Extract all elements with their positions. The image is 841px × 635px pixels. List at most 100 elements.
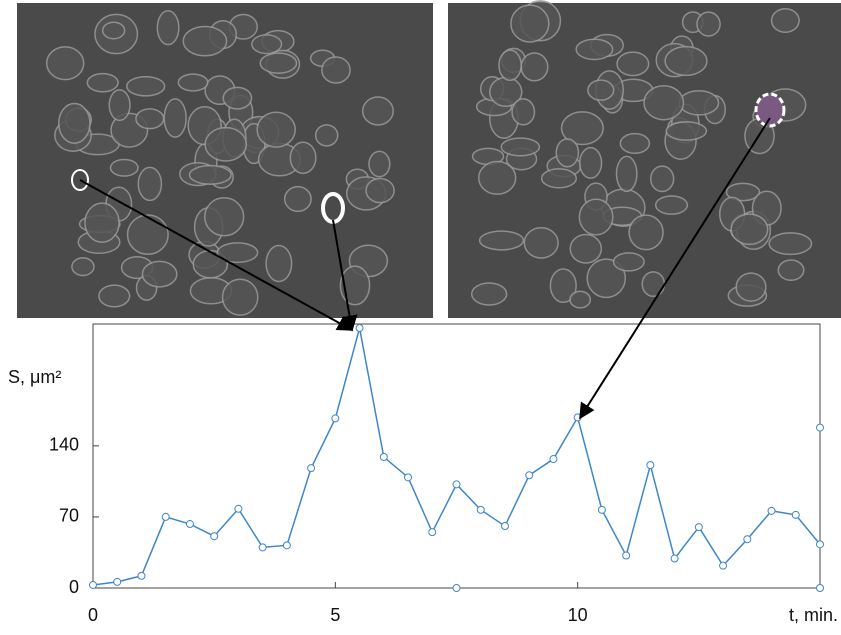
cell — [204, 126, 248, 162]
data-point — [355, 324, 364, 333]
extra-point — [816, 423, 824, 432]
cell — [477, 160, 517, 195]
data-line — [92, 327, 821, 586]
cell — [71, 257, 95, 277]
plot-frame — [92, 323, 821, 589]
y-tick-label: 70 — [59, 506, 79, 526]
cell — [216, 242, 259, 264]
cell — [641, 271, 666, 298]
data-point — [89, 580, 97, 589]
data-point — [694, 523, 703, 532]
cell — [222, 86, 253, 110]
cell — [696, 11, 721, 37]
cell — [569, 233, 603, 264]
data-point — [791, 510, 800, 519]
data-point — [500, 522, 509, 531]
cell — [84, 202, 120, 244]
cell — [664, 45, 708, 77]
cell-marker — [754, 92, 786, 128]
data-point — [210, 532, 219, 541]
data-point — [282, 541, 291, 550]
cells — [45, 0, 813, 316]
cell — [735, 272, 767, 302]
cell — [141, 260, 178, 288]
cell — [654, 195, 689, 215]
data-point — [185, 520, 194, 529]
cell — [665, 121, 708, 141]
cell — [578, 146, 603, 179]
cell — [108, 89, 131, 122]
arrow — [579, 117, 771, 420]
cell — [615, 155, 638, 193]
y-tick-label: 140 — [49, 435, 79, 455]
cell — [649, 165, 675, 193]
data-point — [767, 506, 776, 515]
cell — [126, 214, 169, 256]
x-axis-label: t, min. — [789, 605, 838, 625]
cell — [770, 7, 800, 34]
cell — [587, 79, 615, 101]
cell — [58, 102, 91, 144]
cell — [188, 164, 232, 185]
cell-marker — [71, 169, 89, 191]
cell — [498, 49, 522, 82]
cell — [98, 284, 131, 308]
cell — [569, 290, 592, 309]
cell — [86, 72, 119, 93]
cell — [619, 132, 651, 154]
cell — [478, 230, 525, 251]
data-point — [597, 505, 606, 514]
cell — [578, 198, 614, 236]
data-point — [525, 471, 534, 480]
cell — [109, 158, 139, 177]
cell — [259, 52, 298, 74]
cell — [135, 108, 165, 130]
data-point — [428, 528, 437, 537]
plot-area: 0 70 140 0 5 10 S, μm² t, min. — [8, 323, 838, 625]
cell — [560, 111, 604, 146]
extra-point — [816, 584, 824, 592]
cell — [616, 51, 650, 77]
data-point — [137, 571, 146, 580]
y-axis-label: S, μm² — [8, 367, 61, 387]
cell — [586, 258, 627, 299]
cell — [612, 252, 645, 272]
data-point — [113, 577, 122, 586]
cell — [510, 4, 550, 43]
data-point — [816, 540, 824, 549]
cell — [678, 89, 720, 116]
y-tick-label: 0 — [69, 577, 79, 597]
data-point — [234, 504, 243, 513]
cell — [204, 197, 245, 237]
cell — [177, 73, 209, 92]
cell — [221, 278, 259, 316]
cell — [45, 46, 85, 81]
data-point — [452, 480, 461, 489]
data-point — [743, 535, 752, 544]
cell — [256, 111, 296, 148]
data-point — [622, 551, 631, 560]
x-tick-label: 0 — [88, 605, 98, 625]
cell — [101, 21, 126, 40]
data-point — [670, 554, 679, 563]
data-point — [719, 561, 728, 570]
cell — [549, 268, 577, 304]
cell — [137, 166, 163, 202]
cell — [768, 232, 813, 256]
cell — [283, 185, 312, 213]
cell — [126, 75, 166, 97]
cell — [251, 34, 283, 55]
x-tick-label: 5 — [330, 605, 340, 625]
cell — [163, 98, 187, 138]
cell — [500, 137, 541, 157]
x-tick-label: 10 — [568, 605, 588, 625]
cell — [555, 138, 580, 168]
data-point — [161, 512, 170, 521]
cell — [265, 244, 293, 283]
data-point — [476, 505, 485, 514]
cell — [361, 96, 394, 126]
data-point — [379, 453, 388, 462]
cell — [511, 98, 536, 126]
arrow — [79, 179, 354, 331]
cell — [643, 84, 685, 121]
